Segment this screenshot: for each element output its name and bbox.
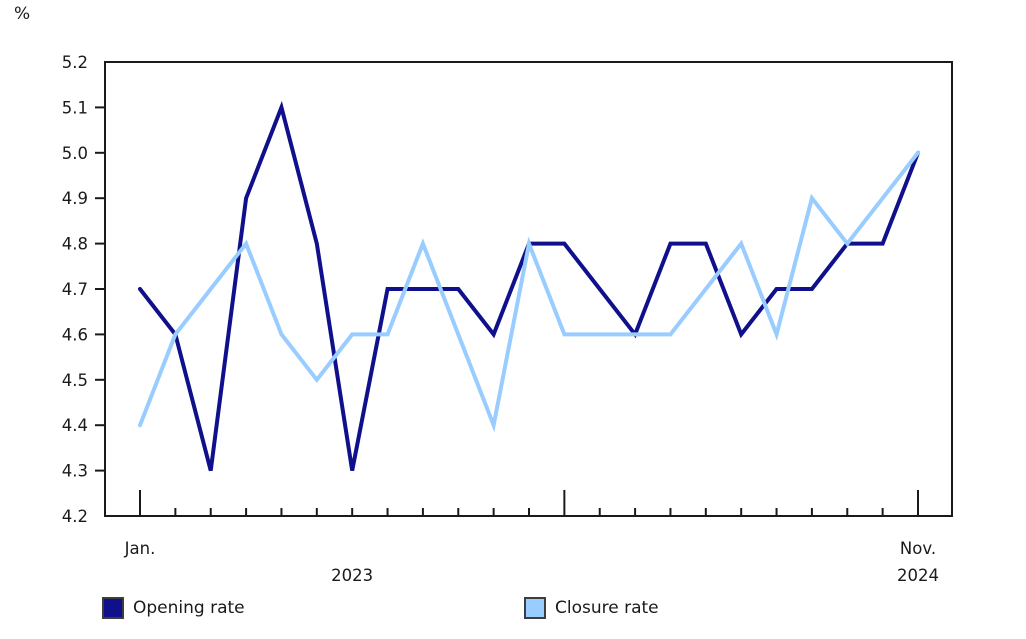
legend-item-opening-rate: Opening rate [102, 597, 245, 619]
y-axis-tick-label: 4.4 [62, 416, 88, 435]
legend-label-closure-rate: Closure rate [555, 598, 659, 618]
y-axis-tick-label: 5.0 [62, 144, 88, 163]
x-axis-label: Nov. [900, 539, 936, 558]
legend-item-closure-rate: Closure rate [524, 597, 659, 619]
opening-rate-swatch-icon [102, 597, 124, 619]
closure-rate-swatch-icon [524, 597, 546, 619]
plot-border [104, 61, 953, 517]
opening-rate-line [138, 100, 920, 472]
y-axis-tick-label: 4.9 [62, 189, 88, 208]
y-axis-tick-label: 5.2 [62, 53, 88, 72]
x-axis-label: 2024 [897, 566, 939, 585]
y-axis-tick-label: 4.5 [62, 371, 88, 390]
x-axis-label: 2023 [331, 566, 373, 585]
y-axis-tick-label: 4.3 [62, 462, 88, 481]
chart-legend: Opening rate Closure rate [0, 597, 1026, 627]
x-axis-label: Jan. [124, 539, 156, 558]
y-axis-tick-label: 4.2 [62, 507, 88, 526]
legend-label-opening-rate: Opening rate [133, 598, 245, 618]
y-axis-unit-label: % [14, 4, 31, 24]
y-axis-tick-label: 4.7 [62, 280, 88, 299]
y-axis-tick-label: 4.6 [62, 325, 88, 344]
y-axis-tick-label: 5.1 [62, 98, 88, 117]
y-axis-tick-label: 4.8 [62, 235, 88, 254]
closure-rate-line [138, 150, 920, 433]
